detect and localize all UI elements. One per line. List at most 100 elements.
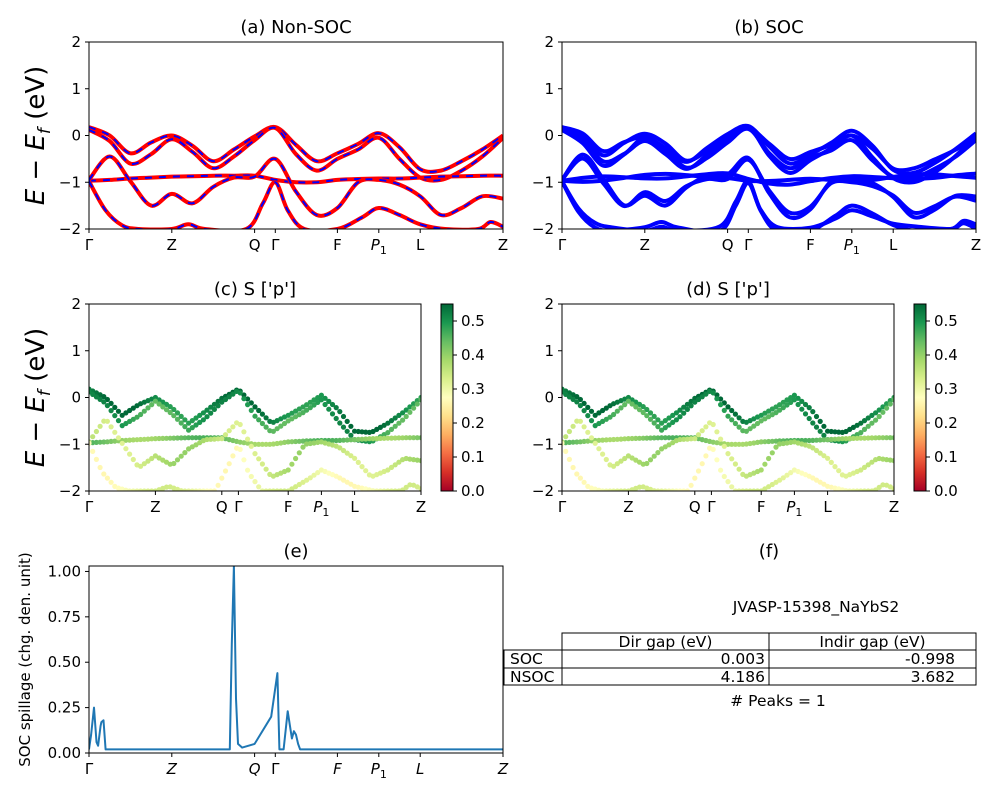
scatter-point [710, 446, 716, 452]
scatter-point [655, 435, 661, 441]
scatter-point [259, 441, 265, 447]
scatter-point [884, 435, 890, 441]
scatter-point [688, 482, 694, 488]
x-tick-label: Q [722, 236, 734, 254]
scatter-point [681, 436, 687, 442]
scatter-point [791, 397, 798, 403]
scatter-point [156, 435, 162, 442]
scatter-point [592, 412, 598, 418]
scatter-point [622, 436, 628, 442]
scatter-point [788, 470, 794, 476]
scatter-point [703, 424, 709, 430]
scatter-point [370, 436, 376, 442]
scatter-point [806, 405, 812, 411]
scatter-point [307, 399, 313, 405]
colorbar-tick-label: 0.3 [461, 380, 485, 398]
scatter-point [692, 436, 698, 442]
scatter-point [729, 456, 735, 462]
scatter-point [810, 445, 816, 451]
scatter-point [359, 429, 365, 435]
scatter-point [651, 420, 657, 426]
scatter-point [93, 394, 99, 400]
colorbar-tick-label: 0.5 [934, 312, 958, 330]
scatter-point [329, 411, 336, 417]
colorbar-tick-label: 0.4 [934, 346, 958, 364]
scatter-point [670, 419, 676, 425]
scatter-point [337, 437, 343, 443]
scatter-point [322, 401, 328, 408]
scatter-point [721, 473, 727, 480]
scatter-point [695, 396, 702, 403]
scatter-point [699, 394, 705, 400]
scatter-point [263, 441, 269, 447]
scatter-point [392, 435, 398, 441]
scatter-point [854, 435, 860, 441]
scatter-point [208, 410, 214, 416]
band-line-nonsoc-dashed-0 [89, 125, 503, 173]
scatter-point [633, 404, 639, 410]
scatter-point [736, 441, 742, 447]
scatter-point [329, 401, 336, 408]
plot-frame [88, 303, 422, 492]
scatter-point [396, 420, 402, 426]
y-tick-label: −2 [59, 220, 81, 238]
scatter-point [222, 396, 229, 403]
x-tick-label: Γ [85, 498, 94, 516]
scatter-point [732, 411, 739, 417]
scatter-point [152, 394, 158, 401]
scatter-point [256, 484, 262, 490]
scatter-point [869, 435, 875, 441]
scatter-point [850, 435, 857, 441]
scatter-point [695, 468, 702, 474]
scatter-point [248, 473, 254, 480]
scatter-point [647, 410, 654, 416]
scatter-point [337, 445, 343, 451]
scatter-point [869, 420, 875, 426]
scatter-point [813, 447, 820, 454]
x-tick-label: P1 [313, 498, 329, 519]
scatter-point [802, 437, 809, 444]
scatter-point [869, 459, 875, 465]
scatter-point [865, 415, 871, 421]
scatter-point [743, 428, 750, 434]
scatter-point [861, 464, 868, 470]
scatter-point [171, 460, 177, 467]
scatter-point [193, 422, 199, 428]
scatter-point [333, 405, 339, 411]
scatter-point [241, 396, 247, 402]
x-tick-label: Z [498, 236, 508, 254]
scatter-point [817, 450, 823, 456]
scatter-point [581, 424, 587, 430]
scatter-point [245, 396, 251, 402]
x-tick-label: Q [216, 498, 228, 516]
scatter-point [762, 439, 768, 445]
scatter-point [684, 488, 690, 491]
scatter-point [245, 436, 251, 442]
scatter-point [197, 435, 203, 441]
x-tick-label: Z [623, 498, 633, 516]
y-tick-label: 0.25 [48, 699, 81, 717]
band-line-nonsoc-0 [89, 124, 503, 174]
scatter-point [659, 427, 665, 433]
scatter-point [858, 430, 864, 436]
scatter-point [300, 444, 306, 450]
x-tick-label: L [416, 760, 424, 778]
scatter-point [388, 426, 395, 432]
scatter-point [611, 436, 617, 443]
plot-frame [561, 41, 977, 230]
y-tick-label: 0.50 [48, 653, 81, 671]
scatter-point [171, 406, 177, 413]
scatter-point [780, 405, 786, 411]
scatter-point [248, 443, 254, 449]
scatter-point [788, 399, 794, 405]
scatter-point [296, 450, 302, 456]
scatter-point [861, 418, 868, 424]
scatter-point [725, 451, 731, 457]
scatter-point [193, 415, 199, 421]
scatter-point [736, 415, 742, 421]
scatter-point [644, 406, 650, 413]
scatter-point [149, 436, 155, 442]
scatter-point [208, 436, 214, 442]
scatter-point [751, 423, 757, 429]
scatter-point [780, 475, 786, 481]
